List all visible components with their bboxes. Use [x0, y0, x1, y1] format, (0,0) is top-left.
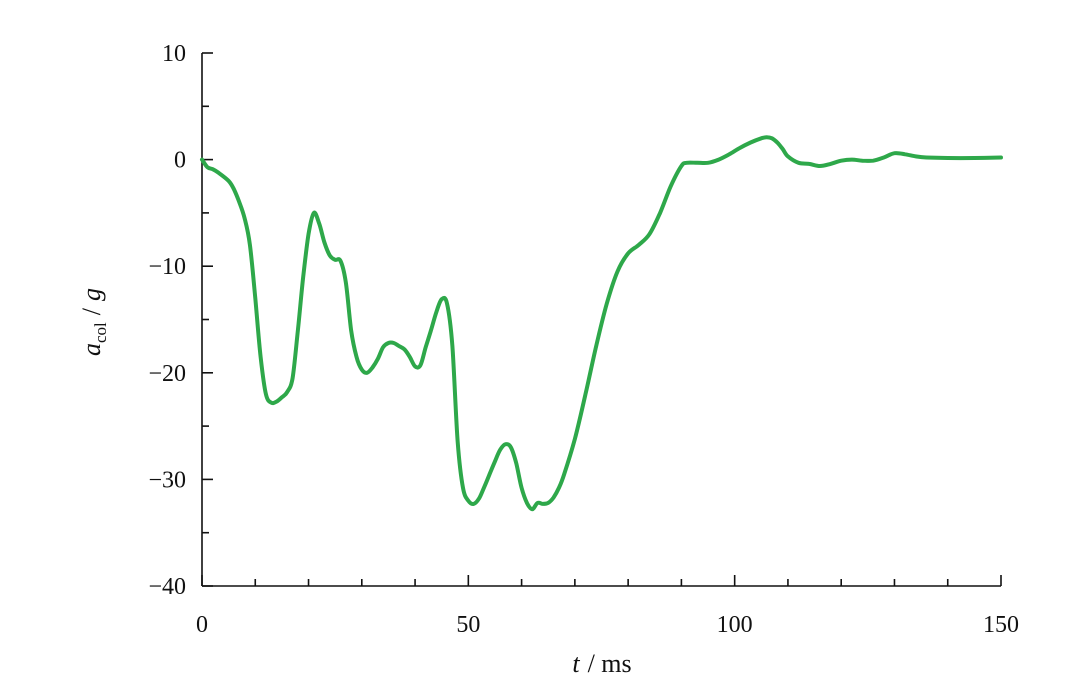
- x-axis-title: t / ms: [572, 649, 631, 678]
- y-axis-title: acol / g: [77, 288, 110, 356]
- x-tick-label: 150: [983, 612, 1019, 638]
- axis-ticks: [201, 52, 1002, 587]
- x-tick-label: 100: [717, 612, 753, 638]
- x-tick-label: 50: [456, 612, 480, 638]
- svg-text:acol/g: acol / g: [77, 288, 110, 356]
- series-line: [200, 135, 1003, 512]
- y-tick-label: 10: [162, 41, 186, 67]
- x-axis-variable: t: [572, 649, 580, 678]
- y-axis-variable: a: [77, 343, 106, 356]
- y-tick-label: −40: [148, 574, 186, 600]
- x-axis-unit: / ms: [588, 649, 632, 678]
- y-tick-label: −30: [148, 467, 186, 493]
- y-tick-label: −10: [148, 254, 186, 280]
- x-tick-label: 0: [196, 612, 208, 638]
- y-tick-label: −20: [148, 361, 186, 387]
- y-axis-unit: /: [77, 307, 106, 315]
- y-axis-unit-variable: g: [77, 288, 106, 301]
- y-tick-label: 0: [174, 148, 186, 174]
- y-axis-subscript: col: [91, 322, 110, 343]
